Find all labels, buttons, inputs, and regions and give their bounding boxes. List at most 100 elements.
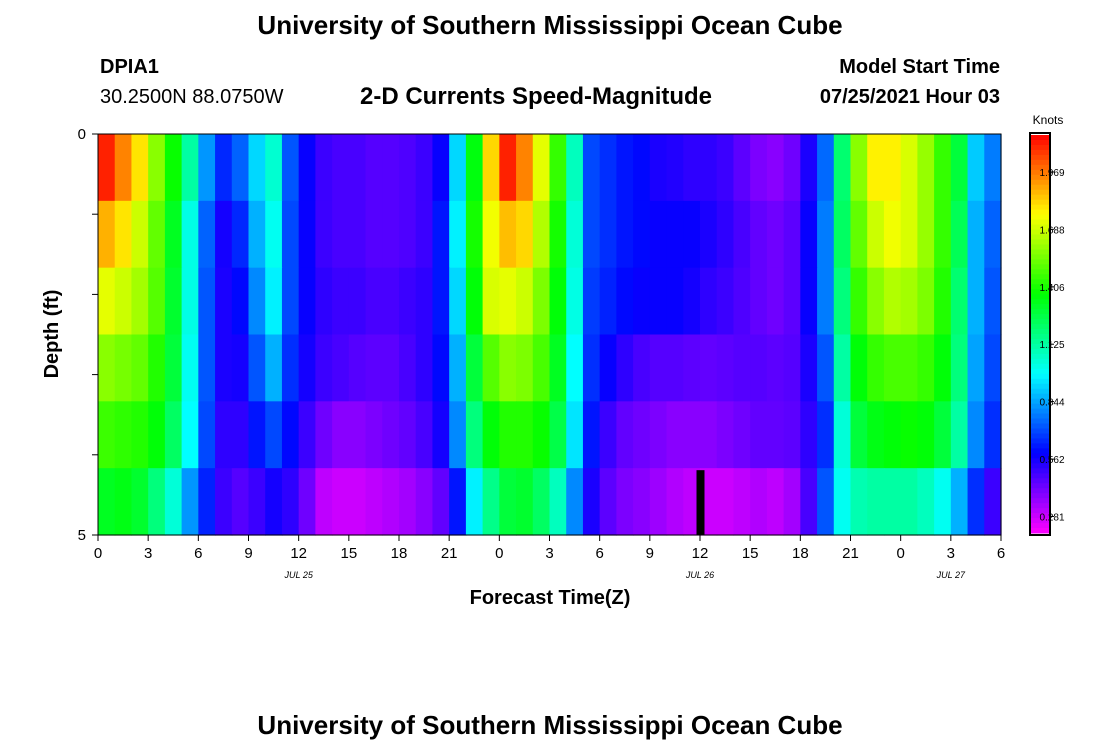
heatmap-cell (716, 468, 735, 536)
heatmap-cell (465, 401, 484, 469)
heatmap-cell (181, 134, 199, 202)
x-tick-label: 18 (792, 545, 809, 562)
heatmap-cell (800, 334, 818, 402)
heatmap-cell (867, 334, 885, 402)
colorbar-segment (1031, 174, 1049, 181)
heatmap-cell (599, 334, 617, 402)
heatmap-cell (281, 200, 300, 269)
heatmap-cell (114, 267, 133, 336)
heatmap-cell (315, 267, 333, 336)
heatmap-cell (733, 401, 751, 469)
heatmap-cell (716, 401, 735, 469)
heatmap-cell (449, 401, 467, 469)
colorbar-tick-label: 1.125 (1039, 340, 1064, 351)
heatmap-cell (649, 401, 668, 469)
colorbar-segment (1031, 453, 1049, 459)
x-tick-label: 15 (742, 545, 759, 562)
heatmap-cell (900, 334, 918, 402)
heatmap-cell (365, 267, 383, 336)
heatmap-cell (582, 334, 601, 402)
heatmap-cell (582, 134, 601, 202)
colorbar-segment (1031, 229, 1049, 235)
colorbar-segment (1031, 443, 1049, 449)
heatmap-cell (114, 401, 133, 469)
heatmap-cell (248, 401, 266, 469)
colorbar-segment (1031, 373, 1049, 380)
heatmap-cell (800, 401, 818, 469)
heatmap-cell (332, 200, 350, 269)
colorbar-segment (1031, 179, 1049, 186)
heatmap-cell (766, 334, 785, 402)
heatmap-cell (566, 401, 584, 469)
station-coordinates: 30.2500N 88.0750W (100, 86, 284, 108)
heatmap-cell (917, 134, 935, 202)
heatmap-cell (482, 468, 500, 536)
heatmap-cell (231, 134, 250, 202)
heatmap-cell (198, 401, 216, 469)
colorbar-segment (1031, 314, 1049, 320)
heatmap-cell (700, 134, 718, 202)
heatmap-cell (365, 468, 383, 536)
date-label: JUL 26 (685, 570, 714, 580)
colorbar-segment (1031, 473, 1049, 479)
heatmap-cell (867, 134, 885, 202)
heatmap-cell (198, 334, 216, 402)
heatmap-cell (950, 468, 969, 536)
model-start-label: Model Start Time (839, 56, 1000, 78)
heatmap-cell (616, 401, 634, 469)
heatmap-cell (181, 401, 199, 469)
colorbar-segment (1031, 523, 1049, 529)
colorbar-segment (1031, 528, 1049, 534)
heatmap-cell (616, 200, 634, 269)
heatmap-cell (666, 401, 684, 469)
heatmap-cell (516, 334, 534, 402)
heatmap-cell (733, 468, 751, 536)
heatmap-cell (599, 468, 617, 536)
colorbar: Knots 0.281 0.562 0.844 1.125 1.406 1.688 1.96… (1029, 113, 1065, 536)
colorbar-segment (1031, 264, 1049, 270)
heatmap-cell (248, 267, 266, 336)
heatmap-cell (549, 468, 567, 536)
heatmap-cell (599, 401, 617, 469)
heatmap-cell (131, 200, 149, 269)
heatmap-cell (415, 468, 434, 536)
heatmap-cell (265, 468, 283, 536)
colorbar-segment (1031, 144, 1049, 151)
heatmap-cell (114, 334, 133, 402)
heatmap-cell (599, 267, 617, 336)
heatmap-cell (683, 401, 701, 469)
heatmap-cell (833, 334, 852, 402)
heatmap-cell (499, 401, 517, 469)
heatmap-cell (616, 134, 634, 202)
station-id: DPIA1 (100, 56, 159, 78)
heatmap-cell (984, 134, 1002, 202)
heatmap-cell (750, 334, 768, 402)
heatmap-cell (399, 200, 417, 269)
heatmap-cell (382, 468, 400, 536)
y-tick-label: 0 (78, 126, 86, 143)
heatmap-cell (516, 468, 534, 536)
heatmap-cell (549, 334, 567, 402)
heatmap-cell (248, 200, 266, 269)
heatmap-cell (315, 134, 333, 202)
heatmap-cell (98, 267, 116, 336)
heatmap-cell (499, 334, 517, 402)
colorbar-segment (1031, 329, 1049, 335)
heatmap-cell (499, 134, 517, 202)
heatmap-cell (850, 267, 868, 336)
heatmap-cell (131, 267, 149, 336)
colorbar-segment (1031, 154, 1049, 161)
heatmap-cell (482, 334, 500, 402)
heatmap-cell (365, 200, 383, 269)
colorbar-frame (1029, 132, 1051, 536)
heatmap-cell (265, 200, 283, 269)
heatmap-cell (549, 267, 567, 336)
heatmap-cell (465, 334, 484, 402)
heatmap-cell (265, 267, 283, 336)
colorbar-segment (1031, 368, 1049, 375)
heatmap-cell (817, 267, 835, 336)
heatmap-cell (900, 468, 918, 536)
colorbar-segment (1031, 319, 1049, 325)
colorbar-segment (1031, 493, 1049, 499)
colorbar-segment (1031, 254, 1049, 260)
